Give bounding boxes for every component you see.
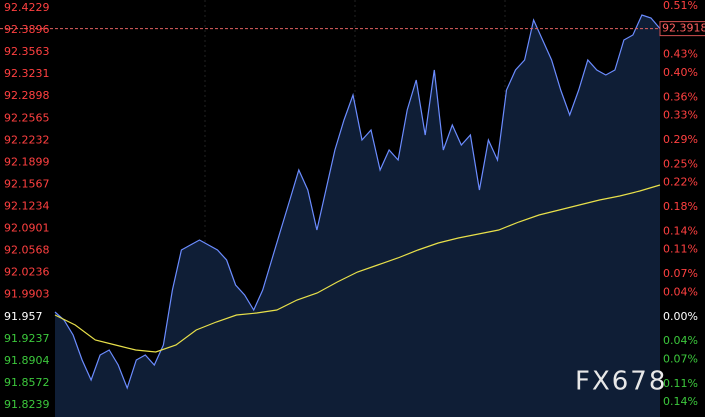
plot xyxy=(0,14,661,417)
y2-tick-label: 0.22% xyxy=(663,176,698,189)
y2-tick-label: 0.04% xyxy=(663,334,698,347)
y2-tick-label: 0.29% xyxy=(663,133,698,146)
series-line xyxy=(54,184,661,353)
y2-tick-label: 0.43% xyxy=(663,48,698,61)
y-tick-label: 91.8239 xyxy=(4,398,50,411)
y-tick-label: 92.1899 xyxy=(4,155,50,168)
y2-tick-label: 0.04% xyxy=(663,285,698,298)
y2-tick-label: 0.33% xyxy=(663,109,698,122)
watermark: FX678 xyxy=(575,367,667,397)
y2-tick-label: 0.18% xyxy=(663,200,698,213)
y-tick-label: 91.9237 xyxy=(4,332,50,345)
y-tick-label: 92.3563 xyxy=(4,45,50,58)
y-tick-label: 92.2898 xyxy=(4,89,50,102)
axes: 92.4229 92.3896 92.3563 92.3231 92.2898 92.25… xyxy=(4,0,705,411)
y2-tick-label: 0.14% xyxy=(663,224,698,237)
y-tick-label: 92.0236 xyxy=(4,266,50,279)
y-tick-label: 91.9903 xyxy=(4,288,50,301)
y2-tick-label: 0.40% xyxy=(663,66,698,79)
y-tick-label: 92.3896 xyxy=(4,23,50,36)
y2-tick-label: 0.51% xyxy=(663,0,698,12)
last-price-label: 92.3918 xyxy=(662,22,705,35)
y-tick-label: 92.1567 xyxy=(4,177,50,190)
y-tick-label: 91.957 xyxy=(4,310,43,323)
y2-tick-label: 0.11% xyxy=(663,377,698,390)
y2-tick-label: 0.11% xyxy=(663,243,698,256)
series-line xyxy=(54,14,661,390)
y-tick-label: 92.1234 xyxy=(4,200,50,213)
y2-tick-label: 0.14% xyxy=(663,395,698,408)
y2-tick-label: 0.07% xyxy=(663,352,698,365)
y2-tick-label: 0.36% xyxy=(663,90,698,103)
y-tick-label: 92.2565 xyxy=(4,111,50,124)
y-tick-label: 91.8904 xyxy=(4,354,50,367)
last-price-box xyxy=(659,21,705,37)
y2-tick-label: 0.25% xyxy=(663,157,698,170)
y-tick-label: 92.4229 xyxy=(4,1,50,14)
y-tick-label: 92.0901 xyxy=(4,222,50,235)
area-fill xyxy=(55,15,660,417)
y-tick-label: 92.0568 xyxy=(4,244,50,257)
y-tick-label: 91.8572 xyxy=(4,376,50,389)
y2-tick-label: 0.00% xyxy=(663,310,698,323)
y2-tick-label: 0.07% xyxy=(663,267,698,280)
y-tick-label: 92.3231 xyxy=(4,67,50,80)
y-tick-label: 92.2232 xyxy=(4,133,50,146)
